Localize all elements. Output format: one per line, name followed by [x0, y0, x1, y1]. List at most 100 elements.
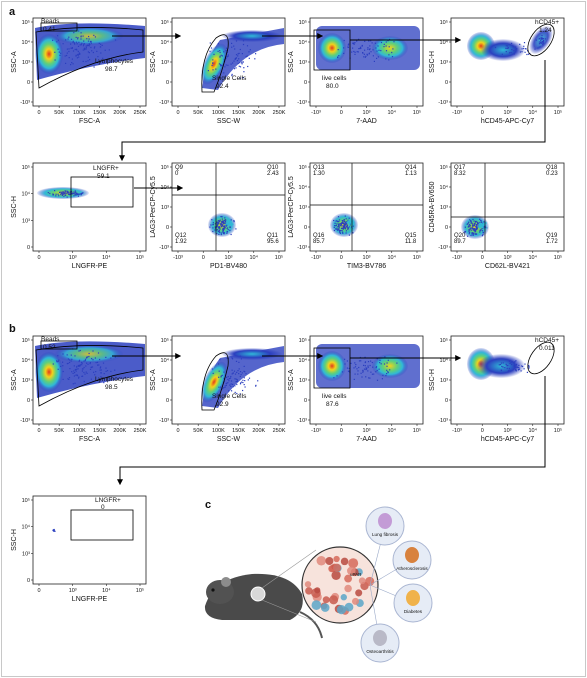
event-dot: [100, 366, 102, 368]
y-tick-label: 10⁴: [440, 357, 449, 364]
event-dot: [220, 216, 222, 218]
event-dot: [511, 42, 513, 44]
event-dot: [241, 381, 243, 383]
event-dot: [339, 223, 341, 225]
event-dot: [510, 51, 512, 54]
event-dot: [338, 229, 340, 231]
x-tick-label: 0: [340, 428, 343, 434]
cell: [316, 556, 327, 566]
x-tick-label: 0: [176, 428, 179, 434]
lngfr-gate: [70, 176, 134, 208]
event-dot: [365, 55, 367, 57]
cell: [322, 596, 330, 604]
x-tick-label: 0: [481, 428, 484, 434]
beads-gate: [40, 340, 78, 350]
x-tick-label: 50K: [54, 110, 64, 116]
event-dot: [384, 356, 386, 358]
event-dot: [231, 369, 233, 371]
event-dot: [64, 192, 66, 195]
event-dot: [540, 37, 542, 39]
event-dot: [338, 225, 340, 227]
event-dot: [333, 219, 335, 222]
event-dot: [212, 69, 214, 71]
cell: [329, 595, 339, 605]
event-dot: [469, 225, 472, 227]
event-dot: [363, 56, 365, 58]
event-dot: [105, 356, 107, 358]
event-dot: [223, 381, 225, 383]
event-dot: [369, 364, 371, 367]
event-dot: [243, 71, 245, 73]
event-dot: [246, 55, 248, 57]
event-dot: [511, 49, 513, 51]
event-dot: [216, 225, 218, 227]
event-dot: [469, 219, 471, 221]
event-dot: [506, 365, 508, 367]
event-dot: [476, 226, 478, 228]
event-dot: [74, 369, 76, 371]
event-dot: [234, 385, 236, 387]
event-dot: [236, 380, 238, 382]
quadrant-value: 8.32: [454, 171, 466, 177]
event-dot: [218, 63, 221, 65]
event-dot: [464, 226, 466, 228]
event-dot: [470, 227, 472, 229]
gate-name-single-cells: Single Cells: [212, 393, 247, 400]
event-dot: [376, 379, 379, 381]
event-dot: [354, 51, 356, 53]
event-dot: [541, 42, 543, 44]
event-dot: [343, 221, 345, 223]
event-dot: [243, 365, 245, 367]
event-dot: [239, 66, 242, 68]
y-tick-label: 10⁵: [22, 337, 30, 344]
y-axis-label: SSC-A: [288, 51, 295, 73]
event-dot: [71, 47, 73, 49]
event-dot: [97, 364, 99, 366]
event-dot: [242, 40, 245, 42]
event-dot: [468, 229, 470, 231]
event-dot: [370, 371, 372, 373]
event-dot: [470, 234, 472, 237]
event-dot: [378, 368, 380, 370]
event-dot: [57, 193, 59, 195]
y-tick-label: 10⁴: [440, 39, 449, 46]
event-dot: [367, 365, 369, 367]
live-cells-gate: [313, 29, 351, 71]
cell: [347, 566, 356, 576]
event-dot: [343, 52, 345, 54]
event-dot: [347, 44, 349, 46]
event-dot: [97, 352, 100, 354]
event-dot: [494, 46, 497, 49]
y-tick-label: 10³: [440, 378, 448, 384]
density-cluster: [201, 361, 227, 403]
event-dot: [339, 232, 341, 234]
event-dot: [85, 371, 87, 373]
y-tick-label: 10³: [440, 205, 448, 211]
y-tick-label: -10³: [438, 418, 448, 424]
event-dot: [78, 41, 80, 43]
event-dot: [100, 369, 102, 371]
event-dot: [358, 48, 360, 50]
gate-value-beads: 0.41: [43, 26, 56, 33]
event-dot: [81, 368, 84, 370]
event-dot: [346, 224, 348, 226]
event-dot: [62, 361, 64, 363]
event-dot: [385, 58, 387, 60]
event-dot: [376, 57, 378, 59]
event-dot: [219, 231, 221, 233]
y-tick-label: 10⁴: [440, 184, 449, 191]
event-dot: [209, 50, 211, 52]
x-tick-label: 10⁵: [413, 109, 421, 116]
quadrant-name: Q17: [454, 165, 466, 171]
event-dot: [225, 382, 227, 385]
event-dot: [238, 368, 240, 370]
event-dot: [479, 227, 481, 229]
quadrant-name: Q12: [175, 233, 187, 239]
event-dot: [471, 232, 473, 234]
quadrant-value: 1.72: [546, 239, 558, 245]
event-dot: [227, 55, 229, 57]
event-dot: [512, 46, 514, 48]
event-dot: [507, 47, 509, 49]
